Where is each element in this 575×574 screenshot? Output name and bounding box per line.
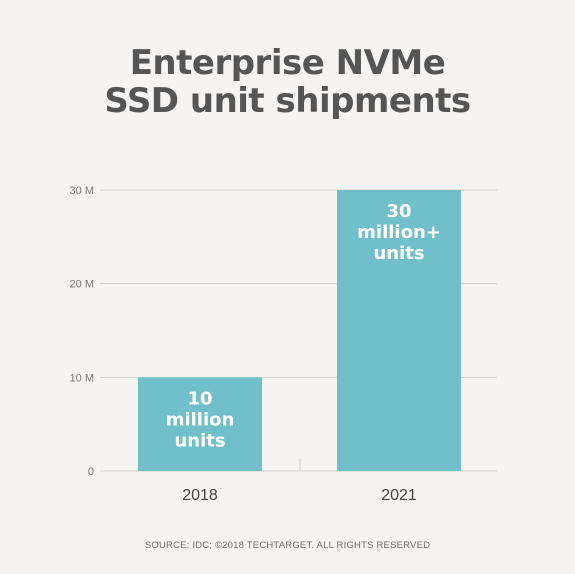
y-tick-label: 20 M — [70, 279, 94, 291]
chart-title-line-2: SSD unit shipments — [104, 81, 471, 121]
chart-title-line-1: Enterprise NVMe — [129, 43, 446, 83]
source-note: SOURCE: IDC; ©2018 TECHTARGET. ALL RIGHT… — [144, 540, 431, 551]
bar-value-label-line: units — [174, 430, 225, 451]
y-axis-tick-labels: 0 10 M 20 M 30 M — [70, 185, 94, 478]
chart-title: Enterprise NVMe SSD unit shipments — [0, 44, 575, 120]
bar-2018 — [138, 377, 262, 471]
y-tick-label: 10 M — [70, 372, 94, 384]
x-category-label: 2021 — [381, 487, 417, 504]
y-tick-label: 0 — [88, 466, 94, 478]
bar-value-label-line: 10 — [187, 388, 212, 409]
x-category-label: 2018 — [182, 487, 218, 504]
y-tick-label: 30 M — [70, 185, 94, 197]
bar-value-label-line: million+ — [357, 222, 441, 243]
bar-2021 — [337, 190, 461, 471]
bar-value-label-line: units — [373, 243, 424, 264]
bar-value-label-line: million — [166, 409, 235, 430]
bars — [138, 190, 461, 471]
x-axis-category-labels: 2018 2021 — [182, 487, 417, 504]
bar-value-label-line: 30 — [386, 201, 411, 222]
